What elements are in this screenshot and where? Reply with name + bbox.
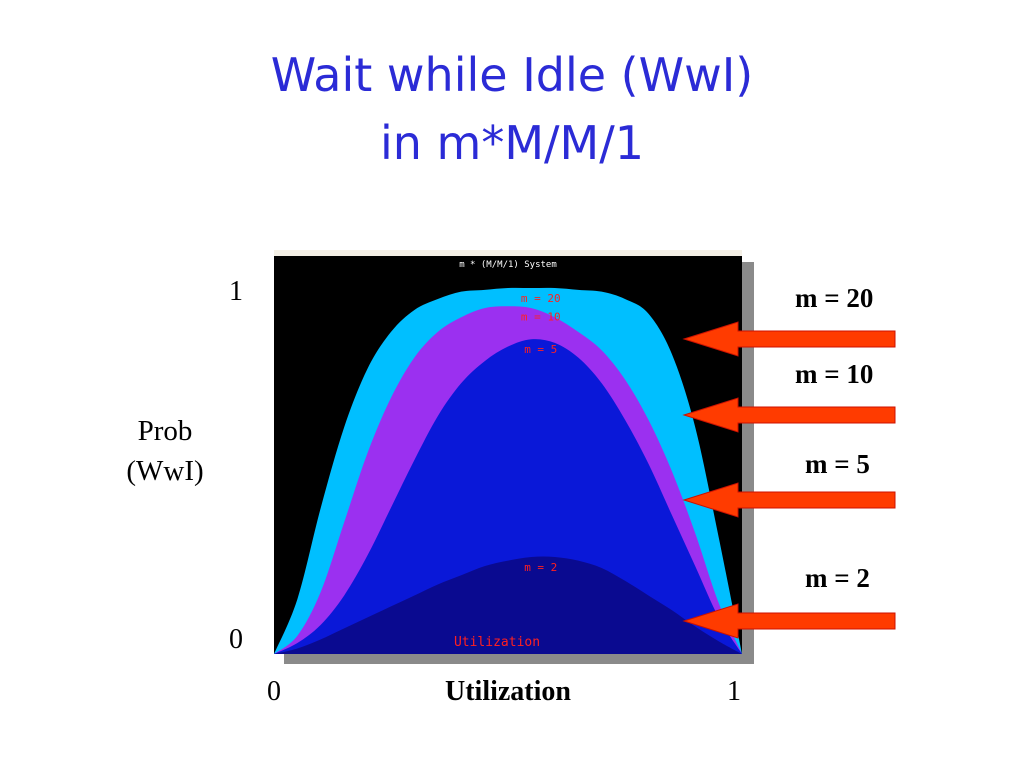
- inner-label-m2: m = 2: [524, 561, 557, 574]
- y-tick-label-1: 1: [229, 276, 243, 307]
- chart-inner-header: m * (M/M/1) System: [459, 260, 557, 270]
- legend-arrow-m5: [682, 482, 896, 518]
- legend-arrow-m20: [682, 321, 896, 357]
- y-axis-label-line-2: (WwI): [126, 455, 204, 487]
- legend-arrow-m2: [682, 603, 896, 639]
- y-tick-label-0: 0: [229, 624, 243, 655]
- legend-label-m5: m = 5: [805, 449, 870, 479]
- inner-label-m5: m = 5: [524, 343, 557, 356]
- legend-label-m10: m = 10: [795, 359, 874, 389]
- legend-label-m2: m = 2: [805, 563, 870, 593]
- x-tick-label-1: 1: [727, 676, 741, 707]
- legend-arrow-m10: [682, 397, 896, 433]
- chart-header-strip: [274, 250, 742, 257]
- x-tick-label-0: 0: [267, 676, 281, 707]
- title-line-2: in m*M/M/1: [379, 116, 644, 170]
- chart-inner-xlabel: Utilization: [454, 635, 540, 650]
- area-series-m2: [274, 556, 742, 654]
- area-series-m5: [274, 339, 742, 654]
- inner-label-m10: m = 10: [521, 310, 561, 323]
- legend-label-m20: m = 20: [795, 283, 874, 313]
- y-axis-label-line-1: Prob: [137, 415, 193, 447]
- x-axis-label: Utilization: [445, 676, 571, 707]
- inner-label-m20: m = 20: [521, 292, 561, 305]
- title-line-1: Wait while Idle (WwI): [270, 48, 754, 102]
